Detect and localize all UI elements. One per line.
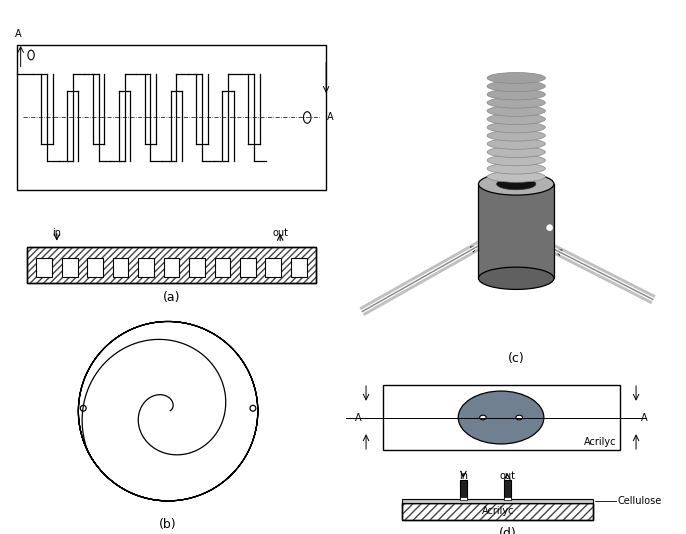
Ellipse shape (487, 97, 545, 108)
Bar (460, 480, 467, 499)
Text: A: A (641, 412, 648, 422)
Polygon shape (479, 184, 554, 278)
Ellipse shape (487, 130, 545, 141)
Ellipse shape (487, 114, 545, 124)
Text: A: A (15, 28, 22, 38)
Bar (240, 258, 256, 277)
Text: in: in (459, 471, 468, 481)
Circle shape (516, 415, 523, 420)
Ellipse shape (487, 155, 545, 166)
Text: (d): (d) (499, 527, 517, 534)
Ellipse shape (487, 81, 545, 92)
Bar (87, 258, 103, 277)
Bar (402, 502, 593, 520)
Text: Acrilyc: Acrilyc (482, 506, 514, 516)
Text: out: out (272, 228, 288, 238)
Bar (504, 497, 510, 500)
Bar (62, 258, 78, 277)
Ellipse shape (479, 173, 554, 195)
Bar (138, 258, 154, 277)
Ellipse shape (497, 178, 536, 190)
Ellipse shape (479, 267, 554, 289)
Bar (215, 258, 230, 277)
Ellipse shape (487, 89, 545, 100)
Bar (189, 258, 205, 277)
Text: Acrilyc: Acrilyc (584, 437, 616, 447)
Text: out: out (499, 471, 515, 481)
Text: (b): (b) (159, 519, 177, 531)
Ellipse shape (487, 146, 545, 158)
Bar (27, 247, 316, 284)
Text: (a): (a) (163, 291, 180, 304)
Circle shape (547, 225, 553, 231)
Bar (113, 258, 128, 277)
Bar (402, 499, 593, 502)
Ellipse shape (487, 122, 545, 133)
Bar (164, 258, 179, 277)
Ellipse shape (458, 391, 544, 444)
Text: (c): (c) (508, 351, 525, 365)
Bar (504, 480, 511, 499)
Bar (402, 502, 593, 520)
Bar (402, 502, 593, 520)
Text: A: A (355, 412, 361, 422)
Bar (27, 247, 316, 284)
Text: Cellulose: Cellulose (618, 496, 662, 506)
Bar (265, 258, 281, 277)
Text: in: in (52, 228, 61, 238)
Circle shape (480, 415, 486, 420)
Bar (460, 497, 466, 500)
Text: A: A (327, 113, 333, 122)
Bar (27, 247, 316, 284)
Bar (383, 386, 619, 450)
Bar (291, 258, 307, 277)
Bar (17, 45, 326, 190)
Ellipse shape (487, 73, 545, 83)
Ellipse shape (487, 105, 545, 116)
Bar (36, 258, 52, 277)
Ellipse shape (487, 138, 545, 150)
Ellipse shape (487, 171, 545, 182)
Ellipse shape (487, 163, 545, 174)
